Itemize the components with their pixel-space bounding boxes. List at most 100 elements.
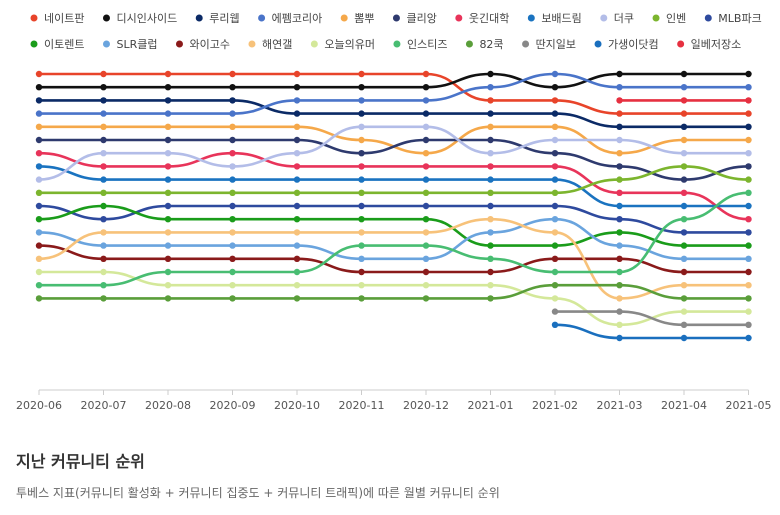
data-point [551,123,559,130]
data-point [100,242,107,249]
data-point [422,84,430,91]
legend-item: 네이트판 [30,12,84,25]
data-point [422,176,430,183]
data-point [487,150,494,157]
data-point [745,229,752,236]
series-인스티즈 [35,189,752,289]
data-point [745,321,752,328]
data-point [680,229,688,236]
data-point [551,70,559,78]
data-point [293,189,301,196]
data-point [680,216,688,223]
data-point [229,282,236,289]
data-point [100,163,107,170]
series-웃긴대학 [35,150,752,223]
data-point [616,229,623,236]
legend-item: 더쿠 [600,12,634,25]
data-point [35,97,43,104]
data-point [358,202,365,210]
data-point [35,189,43,196]
series-에펨코리아 [35,70,752,117]
legend-item: 딴지일보 [522,37,576,51]
data-point [229,110,236,117]
data-point [680,295,688,302]
data-point [293,255,301,262]
legend-item: 인스티즈 [393,38,447,51]
data-point [35,110,43,117]
data-point [164,163,172,170]
legend-item: 에펨코리아 [258,12,322,25]
legend-label: 보배드림 [541,12,581,25]
data-point [35,202,43,210]
data-point [358,268,365,276]
legend-label: MLB파크 [718,12,761,25]
series-MLB파크 [35,202,752,236]
data-point [164,282,172,289]
data-point [100,268,107,276]
legend-label: 해연갤 [262,37,292,51]
series-line [555,310,749,327]
data-point [487,70,494,78]
data-point [100,150,107,157]
series-클리앙 [35,136,752,183]
data-point [616,308,623,315]
legend-label: 인스티즈 [407,38,447,51]
data-point [293,216,301,223]
series-SLR클럽 [35,216,752,262]
legend-label: 클리앙 [406,12,436,25]
data-point [487,202,494,210]
legend-swatch [258,14,266,22]
caption: 지난 커뮤니티 순위 투베스 지표(커뮤니티 활성화 + 커뮤니티 집중도 + … [16,448,500,501]
data-point [680,150,688,157]
legend-item: 가생이닷컴 [594,38,659,51]
series-line [39,165,749,195]
series-line [38,283,749,300]
data-point [358,242,365,249]
legend-swatch [310,40,318,48]
data-point [745,136,752,144]
data-point [35,123,43,130]
data-point [616,255,623,262]
data-point [422,202,430,210]
data-point [229,189,236,196]
data-point [164,202,172,210]
x-tick-label: 2021-02 [532,399,578,412]
data-point [616,176,623,183]
data-point [487,110,494,117]
legend-item: 웃긴대학 [455,12,509,25]
data-point [745,308,752,315]
caption-subtitle: 투베스 지표(커뮤니티 활성화 + 커뮤니티 집중도 + 커뮤니티 트래픽)에 … [16,486,500,500]
data-point [616,163,623,170]
data-point [616,84,623,91]
data-point [35,163,43,170]
data-point [358,176,365,183]
x-tick-label: 2020-07 [81,399,127,412]
data-point [745,242,752,249]
data-point [164,110,172,117]
legend-swatch [248,40,256,48]
data-point [745,123,752,130]
legend-swatch [102,40,110,48]
data-point [551,202,559,210]
data-point [551,255,559,262]
legend-item: 해연갤 [248,37,292,51]
data-point [422,150,430,157]
series-일베저장소 [616,97,752,104]
legend-swatch [522,40,530,48]
data-point [616,110,623,117]
data-point [164,70,172,78]
rank-chart: 네이트판 디시인사이드 루리웹 에펨코리아 뽐뿌 클리앙 웃긴대학 보배드림 더쿠 인벤 MLB파크… [16,12,771,412]
data-point [745,176,752,183]
series-line [38,99,749,129]
data-point [164,189,172,196]
data-point [422,216,430,223]
legend-label: 더쿠 [614,12,634,25]
data-point [35,242,43,249]
data-point [487,189,494,196]
series-line [39,72,749,115]
data-point [551,84,559,91]
data-point [100,97,107,104]
data-point [616,295,623,302]
data-point [616,123,623,130]
legend-item: 디시인사이드 [102,12,177,25]
